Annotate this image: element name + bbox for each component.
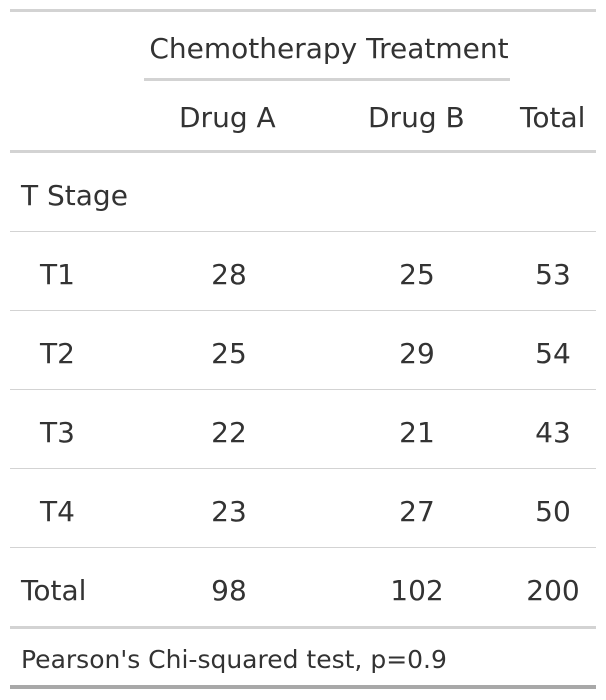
cell-drug-a: 23 bbox=[211, 495, 247, 528]
spanner-rule bbox=[144, 78, 510, 81]
row-label: T2 bbox=[40, 337, 75, 370]
cell-total: 53 bbox=[535, 258, 571, 291]
table-footnote: Pearson's Chi-squared test, p=0.9 bbox=[21, 645, 447, 674]
cell-drug-a: 25 bbox=[211, 337, 247, 370]
cell-total: 200 bbox=[526, 574, 580, 607]
group-label-t-stage: T Stage bbox=[21, 179, 128, 212]
cell-total: 54 bbox=[535, 337, 571, 370]
row-label: T4 bbox=[40, 495, 75, 528]
footer-rule bbox=[10, 626, 596, 629]
cell-drug-a: 28 bbox=[211, 258, 247, 291]
cell-drug-a: 22 bbox=[211, 416, 247, 449]
table-row: T2 25 29 54 bbox=[10, 315, 596, 394]
column-header-drug-b: Drug B bbox=[368, 101, 465, 134]
cell-drug-b: 102 bbox=[390, 574, 444, 607]
table-row: T3 22 21 43 bbox=[10, 394, 596, 473]
cell-total: 50 bbox=[535, 495, 571, 528]
header-rule bbox=[10, 150, 596, 153]
table-top-rule bbox=[10, 9, 596, 12]
cell-drug-a: 98 bbox=[211, 574, 247, 607]
table-bottom-rule bbox=[10, 685, 596, 689]
column-header-total: Total bbox=[520, 101, 586, 134]
row-divider bbox=[10, 468, 596, 469]
cell-total: 43 bbox=[535, 416, 571, 449]
column-header-drug-a: Drug A bbox=[179, 101, 276, 134]
row-divider bbox=[10, 547, 596, 548]
row-divider bbox=[10, 310, 596, 311]
cell-drug-b: 25 bbox=[399, 258, 435, 291]
table-row: T1 28 25 53 bbox=[10, 236, 596, 315]
table-row-total: Total 98 102 200 bbox=[10, 552, 596, 631]
table-row: T4 23 27 50 bbox=[10, 473, 596, 552]
row-divider bbox=[10, 231, 596, 232]
row-label: Total bbox=[21, 574, 87, 607]
cell-drug-b: 21 bbox=[399, 416, 435, 449]
row-label: T3 bbox=[40, 416, 75, 449]
cell-drug-b: 27 bbox=[399, 495, 435, 528]
row-divider bbox=[10, 389, 596, 390]
row-label: T1 bbox=[40, 258, 75, 291]
cell-drug-b: 29 bbox=[399, 337, 435, 370]
column-spanner: Chemotherapy Treatment bbox=[149, 32, 509, 65]
